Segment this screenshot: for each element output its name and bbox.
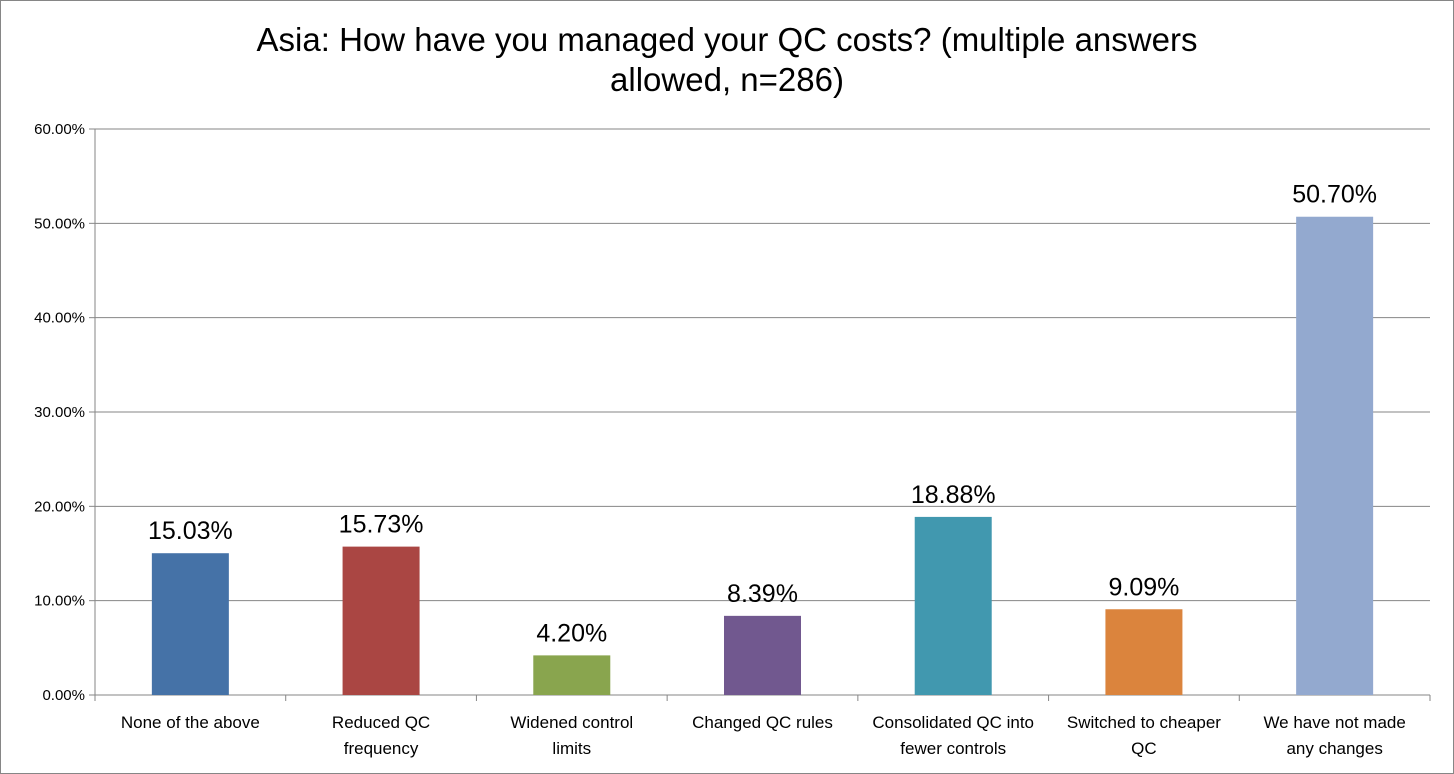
y-tick-label: 0.00% xyxy=(42,687,85,704)
data-label: 15.03% xyxy=(148,517,233,545)
bar xyxy=(724,615,801,695)
bar xyxy=(914,516,992,695)
bar xyxy=(342,546,420,695)
x-category-label: Reduced QC xyxy=(332,713,430,732)
data-label: 15.73% xyxy=(339,511,424,539)
data-label: 8.39% xyxy=(727,580,798,608)
data-label: 50.70% xyxy=(1292,181,1377,209)
x-category-label: We have not made xyxy=(1263,713,1405,732)
chart-title-line-2: allowed, n=286) xyxy=(610,61,844,98)
y-tick-label: 20.00% xyxy=(34,498,85,515)
x-category-label: None of the above xyxy=(121,713,260,732)
x-category-label: frequency xyxy=(344,739,419,758)
bar xyxy=(1105,609,1183,695)
data-label: 4.20% xyxy=(536,619,607,647)
y-tick-label: 50.00% xyxy=(34,215,85,232)
x-category-label: fewer controls xyxy=(900,739,1006,758)
y-tick-label: 40.00% xyxy=(34,310,85,327)
x-category-label: Switched to cheaper xyxy=(1067,713,1221,732)
y-tick-label: 60.00% xyxy=(34,121,85,138)
bar xyxy=(533,655,611,695)
y-tick-label: 30.00% xyxy=(34,404,85,421)
x-category-label: limits xyxy=(552,739,591,758)
bar xyxy=(1296,216,1374,696)
chart-title-line-1: Asia: How have you managed your QC costs… xyxy=(256,21,1198,58)
x-category-label: Changed QC rules xyxy=(692,713,833,732)
x-category-label: Consolidated QC into xyxy=(872,713,1034,732)
data-label: 18.88% xyxy=(911,481,996,509)
y-tick-label: 10.00% xyxy=(34,593,85,610)
x-category-label: QC xyxy=(1131,739,1157,758)
chart-title: Asia: How have you managed your QC costs… xyxy=(0,20,1454,100)
bar xyxy=(151,553,229,695)
x-category-label: Widened control xyxy=(510,713,633,732)
x-category-label: any changes xyxy=(1286,739,1382,758)
data-label: 9.09% xyxy=(1108,573,1179,601)
